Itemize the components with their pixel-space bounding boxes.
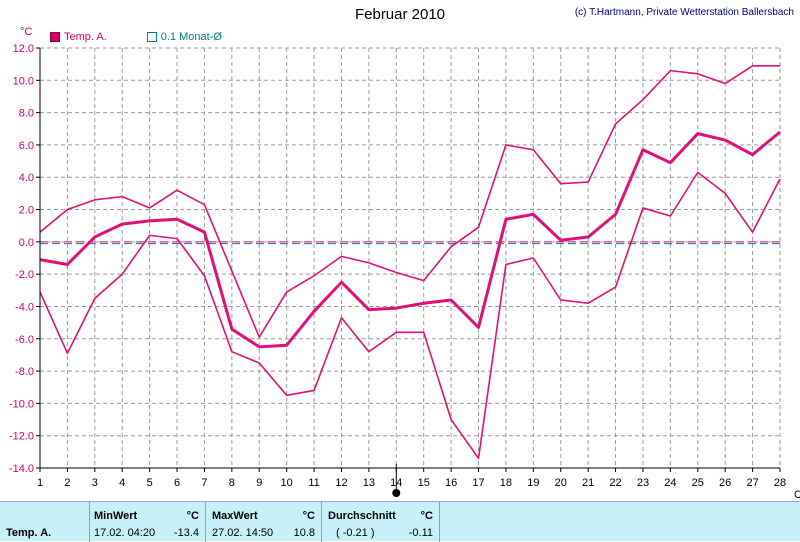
footer-min-unit: °C	[186, 510, 199, 522]
footer-max-unit: °C	[302, 510, 315, 522]
y-tick-label: -2.0	[15, 269, 34, 281]
footer-max-cell: MaxWert °C 27.02. 14:50 10.8	[206, 502, 322, 542]
x-tick-label: 10	[281, 477, 293, 489]
x-tick-label: 5	[147, 477, 153, 489]
y-tick-label: 8.0	[19, 108, 34, 120]
x-tick-label: 7	[201, 477, 207, 489]
x-tick-label: 24	[664, 477, 676, 489]
chart-grid	[40, 47, 781, 469]
y-axis-unit: °C	[20, 26, 33, 38]
series-line-max	[39, 64, 780, 338]
legend-item-temp[interactable]: Temp. A.	[50, 31, 107, 43]
reference-lines	[40, 241, 780, 245]
x-tick-label: 15	[418, 477, 430, 489]
x-tick-label: 9	[256, 477, 262, 489]
x-tick-label: 4	[119, 477, 125, 489]
x-tick-label: 1	[37, 477, 43, 489]
legend-swatch-average	[146, 32, 157, 42]
y-tick-label: -10.0	[9, 398, 34, 410]
chart-axes: 12.0 10.0 8.0 6.0 4.0 2.0 0.0 -2.0 -4.0 -6.0 -8.0 -…	[9, 43, 800, 501]
footer-avg-unit: °C	[420, 510, 433, 522]
x-tick-label: 20	[555, 477, 567, 489]
legend-item-average[interactable]: 0.1 Monat-Ø	[146, 31, 222, 43]
x-tick-label: 26	[719, 477, 731, 489]
footer-min-time: 17.02. 04:20	[94, 527, 156, 539]
footer-max-value: 10.8	[293, 527, 315, 539]
statistics-footer: Temp. A. MinWert °C 17.02. 04:20 -13.4 M…	[0, 501, 800, 542]
y-tick-label: 4.0	[19, 172, 34, 184]
x-tick-label: 17	[472, 477, 484, 489]
cursor-handle[interactable]	[392, 489, 401, 497]
y-tick-label: -12.0	[9, 431, 34, 443]
footer-max-header: MaxWert	[212, 510, 258, 522]
footer-avg-header: Durchschnitt	[328, 510, 396, 522]
y-tick-label: -4.0	[15, 301, 34, 313]
x-tick-label: 3	[92, 477, 98, 489]
footer-avg-paren: ( -0.21 )	[336, 527, 375, 539]
series-line-mean	[39, 130, 781, 349]
copyright-text: (c) T.Hartmann, Private Wetterstation Ba…	[574, 7, 794, 18]
footer-sensor-cell: Temp. A.	[0, 502, 90, 542]
x-tick-label: 16	[445, 477, 457, 489]
chart-title: Februar 2010	[354, 6, 446, 23]
y-tick-label: 10.0	[13, 75, 34, 87]
x-tick-label: 13	[363, 477, 375, 489]
y-tick-label: -14.0	[9, 463, 34, 475]
footer-max-time: 27.02. 14:50	[212, 527, 274, 539]
legend-label-average: 0.1 Monat-Ø	[160, 31, 222, 43]
x-tick-label: 6	[174, 477, 180, 489]
y-tick-label: 2.0	[19, 205, 34, 217]
chart-legend: Temp. A. 0.1 Monat-Ø	[50, 31, 222, 43]
series-line-min	[39, 171, 781, 460]
y-tick-label: 0.0	[19, 237, 34, 249]
x-tick-label: 2	[64, 477, 70, 489]
x-tick-label: 25	[692, 477, 704, 489]
legend-label-temp: Temp. A.	[64, 31, 107, 43]
legend-swatch-temp	[50, 32, 60, 42]
y-tick-label: 6.0	[19, 140, 34, 152]
y-tick-label: 12.0	[13, 43, 34, 55]
x-axis-unit: C	[794, 489, 800, 501]
x-tick-label: 8	[229, 477, 235, 489]
footer-min-cell: MinWert °C 17.02. 04:20 -13.4	[90, 502, 206, 542]
footer-avg-value: -0.11	[408, 527, 433, 539]
footer-avg-cell: Durchschnitt °C ( -0.21 ) -0.11	[322, 502, 440, 542]
x-tick-label: 11	[308, 477, 319, 489]
footer-min-value: -13.4	[173, 527, 199, 539]
x-tick-label: 23	[637, 477, 649, 489]
x-tick-label: 28	[774, 477, 786, 489]
x-tick-label: 12	[335, 477, 347, 489]
footer-sensor-label: Temp. A.	[6, 527, 52, 539]
x-tick-label: 19	[527, 477, 539, 489]
x-tick-label: 27	[746, 477, 758, 489]
x-tick-label: 18	[500, 477, 512, 489]
y-tick-label: -6.0	[15, 334, 34, 346]
y-tick-label: -8.0	[15, 366, 34, 378]
x-tick-label: 21	[582, 477, 594, 489]
footer-min-header: MinWert	[94, 510, 138, 522]
x-tick-label: 22	[609, 477, 621, 489]
data-series	[39, 64, 781, 460]
